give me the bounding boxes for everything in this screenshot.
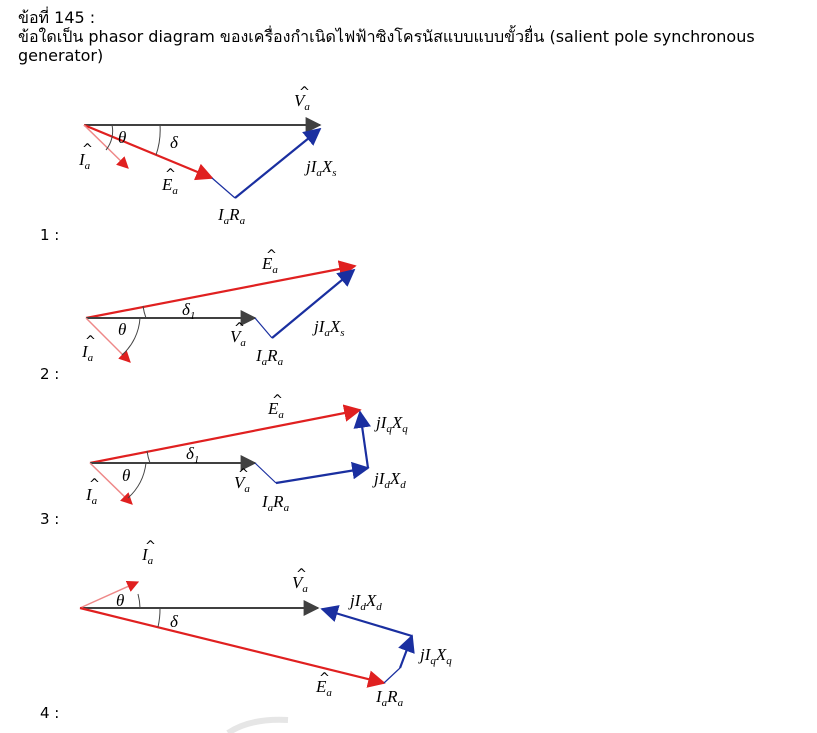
d4-iara-label: IaRa — [375, 687, 404, 709]
d3-ea-phasor — [89, 404, 362, 465]
d4-ia-label: Ia — [141, 545, 154, 567]
d1-jx-label: jIaXs — [304, 157, 337, 179]
d4-ea-label: Ea — [315, 677, 332, 699]
d2-jx-phasor — [271, 268, 356, 339]
option-label-2[interactable]: 2 : — [40, 365, 60, 383]
d4-delta-label: δ — [170, 612, 179, 631]
d3-jxd-phasor — [275, 461, 370, 485]
d4-jxd-label: jIdXd — [348, 591, 382, 613]
svg-text:^: ^ — [234, 321, 245, 336]
d2-va-label: Va — [230, 327, 246, 349]
d1-iara-label: IaRa — [217, 205, 246, 227]
d4-theta-label: θ — [116, 591, 124, 610]
d3-iara-phasor — [254, 462, 277, 484]
d2-ea-phasor — [85, 260, 357, 320]
d2-theta-label: θ — [118, 320, 126, 339]
d3-jxd-label: jIdXd — [372, 469, 406, 491]
svg-text:^: ^ — [145, 539, 156, 554]
svg-text:^: ^ — [89, 477, 100, 492]
d1-ia-phasor — [83, 124, 129, 169]
d1-jx-phasor — [234, 127, 322, 199]
d2-ia-label: Ia — [81, 342, 94, 364]
svg-text:^: ^ — [272, 393, 283, 408]
d2-iara-phasor — [254, 317, 273, 339]
d3-theta-label: θ — [122, 466, 130, 485]
svg-text:^: ^ — [165, 167, 176, 182]
svg-text:^: ^ — [85, 334, 96, 349]
diagram-2[interactable]: Ea δ1 θ Va Ia jIaXs IaRa ^ ^ ^ — [81, 248, 357, 368]
d4-va-label: Va — [292, 573, 308, 595]
d1-theta-arc — [105, 124, 114, 151]
d3-iara-label: IaRa — [261, 492, 290, 514]
option-label-4[interactable]: 4 : — [40, 704, 60, 722]
d3-delta-label: δ1 — [186, 444, 199, 466]
svg-text:^: ^ — [82, 142, 93, 157]
question-number: ข้อที่ 145 : — [18, 8, 96, 27]
d3-ia-label: Ia — [85, 485, 98, 507]
d3-jxq-phasor — [353, 410, 371, 469]
d4-ea-phasor — [79, 606, 386, 688]
d4-iara-phasor — [383, 667, 401, 684]
d2-ea-label: Ea — [261, 254, 278, 276]
d4-jxq-phasor — [398, 634, 415, 669]
d1-ea-phasor — [83, 123, 214, 181]
option-label-1[interactable]: 1 : — [40, 226, 60, 244]
diagram-1[interactable]: Va θ δ Ia Ea jIaXs IaRa ^ ^ ^ — [78, 85, 337, 227]
svg-text:^: ^ — [266, 248, 277, 263]
option-label-3[interactable]: 3 : — [40, 510, 60, 528]
d1-ia-label: Ia — [78, 150, 91, 172]
svg-text:^: ^ — [238, 467, 249, 482]
svg-text:^: ^ — [299, 85, 310, 100]
d3-ia-phasor — [89, 462, 133, 505]
question-text: ข้อใดเป็น phasor diagram ของเครื่องกำเนิ… — [18, 27, 755, 65]
svg-text:^: ^ — [296, 567, 307, 582]
d1-va-label: Va — [294, 91, 310, 113]
d1-ea-label: Ea — [161, 175, 178, 197]
diagram-4[interactable]: Ia θ δ Va jIdXd jIqXq Ea IaRa ^ ^ ^ — [79, 539, 452, 709]
watermark-fragment — [226, 716, 289, 733]
d1-delta-arc — [155, 124, 161, 156]
diagram-3[interactable]: Ea δ1 θ Va Ia jIqXq jIdXd IaRa ^ ^ ^ — [85, 393, 408, 514]
d2-delta-label: δ1 — [182, 300, 195, 322]
question-header: ข้อที่ 145 : ข้อใดเป็น phasor diagram ขอ… — [18, 8, 808, 65]
svg-text:^: ^ — [319, 671, 330, 686]
d1-delta-label: δ — [170, 133, 179, 152]
d4-jxd-phasor — [320, 605, 413, 638]
d1-theta-label: θ — [118, 128, 126, 147]
d1-iara-phasor — [211, 177, 236, 199]
d3-jxq-label: jIqXq — [374, 413, 408, 435]
d2-jx-label: jIaXs — [312, 317, 345, 339]
d4-jxq-label: jIqXq — [418, 645, 452, 667]
d2-iara-label: IaRa — [255, 346, 284, 368]
d3-ea-label: Ea — [267, 399, 284, 421]
d4-ia-phasor — [79, 580, 140, 609]
d3-va-label: Va — [234, 473, 250, 495]
